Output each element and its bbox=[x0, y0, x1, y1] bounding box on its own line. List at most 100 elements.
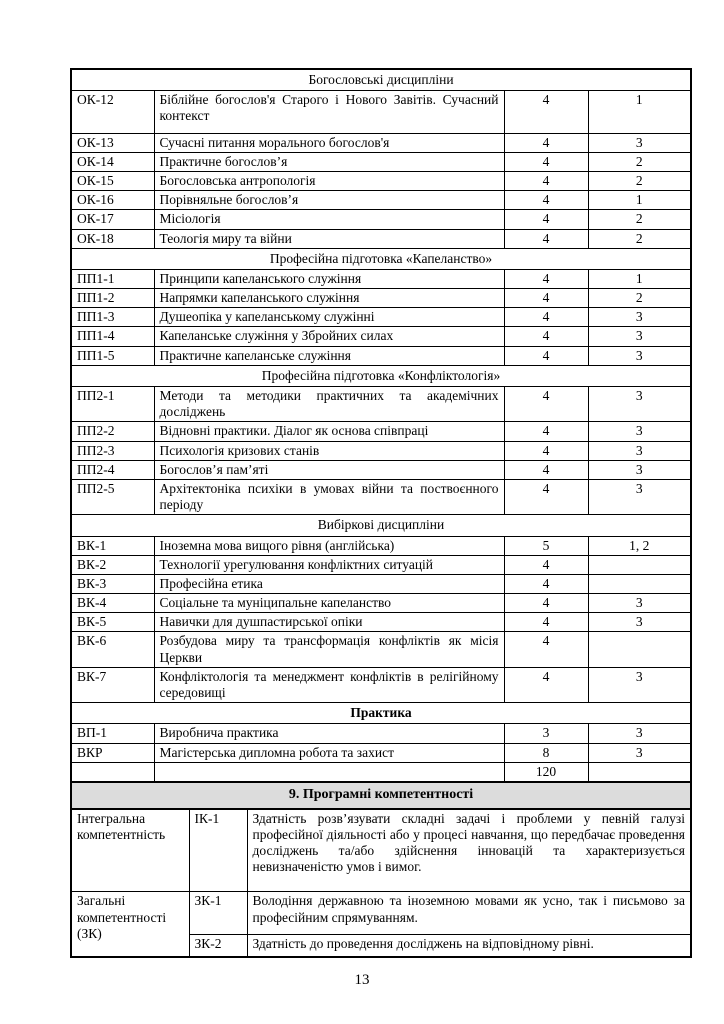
discipline-code: ПП1-1 bbox=[70, 268, 155, 290]
semester-value: 3 bbox=[587, 478, 692, 516]
competency-category: Загальні компетентності (ЗК) bbox=[70, 891, 190, 958]
competency-row: Інтегральна компетентність ІК-1 Здатніст… bbox=[70, 808, 692, 893]
table-row: ПП1-1 Принципи капеланського служіння 4 … bbox=[70, 268, 692, 290]
discipline-code: ВК-1 bbox=[70, 535, 155, 556]
semester-value bbox=[587, 554, 692, 575]
table-row: ОК-17 Місіологія 4 2 bbox=[70, 209, 692, 230]
table-row: ПП1-4 Капеланське служіння у Збройних си… bbox=[70, 326, 692, 347]
discipline-code: ПП2-2 bbox=[70, 421, 155, 442]
table-row: ОК-15 Богословська антропологія 4 2 bbox=[70, 170, 692, 192]
discipline-name: Виробнича практика bbox=[153, 723, 505, 744]
semester-value: 1, 2 bbox=[587, 535, 692, 556]
discipline-code: ПП1-4 bbox=[70, 326, 155, 347]
table-row: ОК-14 Практичне богослов’я 4 2 bbox=[70, 151, 692, 172]
semester-value: 3 bbox=[587, 421, 692, 442]
credits-value: 4 bbox=[503, 385, 589, 423]
semester-value: 3 bbox=[587, 385, 692, 423]
credits-value: 4 bbox=[503, 190, 589, 211]
discipline-code: ОК-17 bbox=[70, 209, 155, 230]
section-header: Вибіркові дисципліни bbox=[70, 514, 692, 537]
credits-value: 4 bbox=[503, 421, 589, 442]
credits-value: 4 bbox=[503, 132, 589, 153]
competency-text: Здатність до проведення досліджень на ві… bbox=[246, 933, 692, 958]
semester-value: 3 bbox=[587, 326, 692, 347]
credits-value: 4 bbox=[503, 612, 589, 633]
table-row: ВК-7 Конфліктологія та менеджмент конфлі… bbox=[70, 666, 692, 704]
discipline-code: ОК-12 bbox=[70, 90, 155, 134]
section-header: Богословські дисципліни bbox=[70, 68, 692, 92]
semester-value bbox=[587, 631, 692, 668]
semester-value: 1 bbox=[587, 268, 692, 290]
discipline-code: ВК-4 bbox=[70, 593, 155, 614]
discipline-name: Богослов’я пам’яті bbox=[153, 459, 505, 480]
credits-value: 4 bbox=[503, 593, 589, 614]
credits-value: 4 bbox=[503, 151, 589, 172]
credits-value: 4 bbox=[503, 345, 589, 366]
discipline-code: ВК-5 bbox=[70, 612, 155, 633]
discipline-code: ПП2-3 bbox=[70, 440, 155, 461]
discipline-name: Капеланське служіння у Збройних силах bbox=[153, 326, 505, 347]
table-row: ПП2-5 Архітектоніка психіки в умовах вій… bbox=[70, 478, 692, 516]
table-row: ВК-1 Іноземна мова вищого рівня (англійс… bbox=[70, 535, 692, 556]
section-header-row: Професійна підготовка «Капеланство» bbox=[70, 247, 692, 270]
credits-value: 8 bbox=[503, 742, 589, 763]
credits-value: 5 bbox=[503, 535, 589, 556]
discipline-name: Методи та методики практичних та академі… bbox=[153, 385, 505, 423]
credits-value: 4 bbox=[503, 478, 589, 516]
competencies-table: Інтегральна компетентність ІК-1 Здатніст… bbox=[70, 807, 692, 959]
discipline-code: ПП2-5 bbox=[70, 478, 155, 516]
discipline-code: ОК-16 bbox=[70, 190, 155, 211]
semester-value: 2 bbox=[587, 151, 692, 172]
discipline-name: Душеопіка у капеланському служінні bbox=[153, 307, 505, 328]
table-row: ОК-13 Сучасні питання морального богосло… bbox=[70, 132, 692, 153]
program-competencies-title: 9. Програмні компетентності bbox=[70, 780, 692, 810]
credits-value: 4 bbox=[503, 288, 589, 309]
semester-value: 3 bbox=[587, 742, 692, 763]
table-row: ВК-3 Професійна етика 4 bbox=[70, 573, 692, 595]
section-header: Професійна підготовка «Конфліктологія» bbox=[70, 364, 692, 388]
competency-row: Загальні компетентності (ЗК) ЗК-1 Володі… bbox=[70, 891, 692, 958]
empty-cell bbox=[587, 761, 692, 783]
semester-value bbox=[587, 573, 692, 595]
discipline-code: ВП-1 bbox=[70, 723, 155, 744]
credits-value: 4 bbox=[503, 440, 589, 461]
table-row: ВК-5 Навички для душпастирської опіки 4 … bbox=[70, 612, 692, 633]
credits-value: 4 bbox=[503, 326, 589, 347]
discipline-code: ПП1-3 bbox=[70, 307, 155, 328]
competency-text: Володіння державною та іноземною мовами … bbox=[246, 891, 692, 935]
table-row: ВК-6 Розбудова миру та трансформація кон… bbox=[70, 631, 692, 668]
table-row: ПП1-5 Практичне капеланське служіння 4 3 bbox=[70, 345, 692, 366]
credits-value: 4 bbox=[503, 268, 589, 290]
competency-text: Здатність розв’язувати складні задачі і … bbox=[246, 808, 692, 893]
section-header-row: Практика bbox=[70, 702, 692, 725]
table-row: ВП-1 Виробнича практика 3 3 bbox=[70, 723, 692, 744]
program-competencies-header-row: 9. Програмні компетентності bbox=[70, 780, 692, 810]
empty-cell bbox=[70, 761, 155, 783]
semester-value: 3 bbox=[587, 612, 692, 633]
table-row: ВКР Магістерська дипломна робота та захи… bbox=[70, 742, 692, 763]
total-credits-value: 120 bbox=[503, 761, 589, 783]
discipline-name: Теологія миру та війни bbox=[153, 228, 505, 249]
credits-value: 4 bbox=[503, 459, 589, 480]
semester-value: 2 bbox=[587, 228, 692, 249]
discipline-code: ОК-13 bbox=[70, 132, 155, 153]
document-page: Богословські дисципліни ОК-12 Біблійне б… bbox=[70, 68, 693, 959]
semester-value: 3 bbox=[587, 593, 692, 614]
discipline-code: ПП2-1 bbox=[70, 385, 155, 423]
credits-value: 3 bbox=[503, 723, 589, 744]
table-row: ПП2-1 Методи та методики практичних та а… bbox=[70, 385, 692, 423]
credits-value: 4 bbox=[503, 573, 589, 595]
table-row: ВК-4 Соціальне та муніципальне капеланст… bbox=[70, 593, 692, 614]
discipline-name: Принципи капеланського служіння bbox=[153, 268, 505, 290]
table-row: ПП1-3 Душеопіка у капеланському служінні… bbox=[70, 307, 692, 328]
discipline-code: ВК-3 bbox=[70, 573, 155, 595]
competency-row: ЗК-2 Здатність до проведення досліджень … bbox=[71, 933, 692, 958]
credits-value: 4 bbox=[503, 307, 589, 328]
credits-value: 4 bbox=[503, 666, 589, 704]
discipline-name: Технології урегулювання конфліктних ситу… bbox=[153, 554, 505, 575]
semester-value: 3 bbox=[587, 440, 692, 461]
discipline-code: ПП1-5 bbox=[70, 345, 155, 366]
competency-code: ІК-1 bbox=[188, 808, 248, 893]
discipline-name: Сучасні питання морального богослов'я bbox=[153, 132, 505, 153]
discipline-name: Практичне капеланське служіння bbox=[153, 345, 505, 366]
